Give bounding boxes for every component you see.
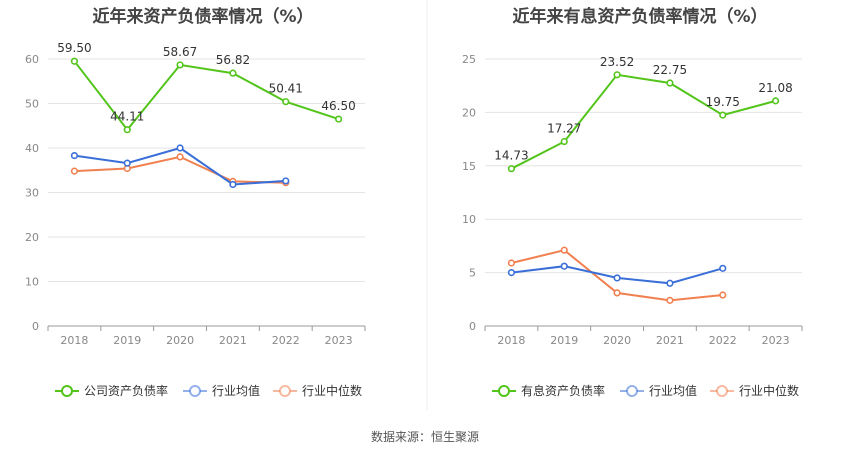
data-point: [507, 165, 516, 173]
data-point: [771, 97, 780, 105]
data-point: [282, 98, 290, 106]
data-point: [719, 291, 727, 299]
data-point: [229, 69, 237, 77]
series-line: [510, 73, 776, 170]
data-point: [719, 111, 727, 119]
x-tick-label: 2018: [497, 334, 525, 347]
data-point: [70, 167, 79, 175]
data-point: [507, 269, 516, 277]
data-point: [282, 177, 290, 185]
data-point: [613, 71, 621, 79]
chart-title: 近年来有息资产负债率情况（%）: [512, 6, 767, 27]
legend-item: 行业均值: [183, 383, 260, 398]
data-point: [719, 264, 727, 272]
data-label: 56.82: [216, 53, 250, 67]
legend-item: 行业中位数: [273, 383, 362, 398]
y-tick-label: 15: [462, 160, 476, 173]
legend-label: 行业均值: [649, 383, 697, 398]
legend-marker: [279, 385, 291, 397]
legend-label: 行业中位数: [739, 383, 799, 398]
y-tick-label: 40: [25, 142, 39, 155]
data-point: [613, 289, 621, 297]
x-tick-label: 2020: [603, 334, 631, 347]
data-point: [666, 279, 674, 287]
data-label: 44.11: [110, 110, 144, 124]
data-point: [229, 180, 237, 189]
legend-marker: [716, 385, 728, 397]
y-tick-label: 10: [25, 276, 39, 289]
data-label: 14.73: [494, 149, 528, 163]
data-label: 22.75: [653, 63, 687, 77]
legend-label: 公司资产负债率: [84, 383, 168, 398]
data-label: 19.75: [706, 95, 740, 109]
data-source-note: 数据来源：恒生聚源: [370, 430, 479, 444]
legend-marker: [498, 385, 510, 397]
chart-2: 近年来有息资产负债率情况（%） 0 5 10 15 20 25 2018 2019 2020 202…: [462, 6, 803, 398]
y-tick-label: 60: [25, 53, 39, 66]
y-tick-label: 20: [25, 231, 39, 244]
data-point: [176, 61, 184, 69]
data-label: 23.52: [600, 55, 634, 69]
y-tick-label: 10: [462, 213, 476, 226]
data-label: 59.50: [57, 41, 91, 55]
y-tick-label: 25: [462, 53, 476, 66]
data-label: 17.27: [547, 122, 581, 136]
data-point: [123, 126, 131, 134]
legend-item: 有息资产负债率: [492, 383, 605, 398]
y-tick-label: 50: [25, 98, 39, 111]
data-point: [613, 274, 621, 282]
data-point: [507, 259, 516, 267]
x-tick-label: 2022: [709, 334, 737, 347]
data-point: [70, 57, 79, 65]
legend-item: 行业中位数: [710, 383, 799, 398]
x-tick-label: 2018: [60, 334, 88, 347]
legend-marker: [626, 385, 638, 397]
legend-marker: [189, 385, 201, 397]
data-point: [560, 262, 568, 270]
data-point: [666, 79, 674, 87]
legend-marker: [61, 385, 73, 397]
legend-label: 行业中位数: [302, 383, 362, 398]
x-tick-label: 2019: [113, 334, 141, 347]
data-point: [560, 137, 568, 146]
legend-label: 行业均值: [212, 383, 260, 398]
y-tick-label: 30: [25, 187, 39, 200]
data-point: [334, 115, 343, 123]
data-point: [123, 159, 131, 167]
y-tick-label: 20: [462, 106, 476, 119]
x-tick-label: 2019: [550, 334, 578, 347]
x-tick-label: 2023: [325, 334, 353, 347]
chart-title: 近年来资产负债率情况（%）: [92, 6, 313, 27]
legend-label: 有息资产负债率: [521, 383, 605, 398]
data-point: [666, 296, 674, 304]
data-label: 46.50: [321, 99, 355, 113]
legend-item: 公司资产负债率: [55, 383, 168, 398]
data-label: 50.41: [269, 82, 303, 96]
legend-item: 行业均值: [620, 383, 697, 398]
data-label: 21.08: [758, 81, 792, 95]
x-tick-label: 2020: [166, 334, 194, 347]
x-tick-label: 2022: [272, 334, 300, 347]
x-tick-label: 2023: [762, 334, 790, 347]
chart-1: 近年来资产负债率情况（%） 0 10 20 30 40 50 60 2018 2019 2020 20…: [25, 6, 366, 398]
y-tick-label: 0: [469, 320, 476, 333]
series-line: [73, 60, 339, 132]
y-tick-label: 0: [32, 320, 39, 333]
x-tick-label: 2021: [219, 334, 247, 347]
y-tick-label: 5: [469, 267, 476, 280]
data-point: [176, 153, 184, 161]
data-label: 58.67: [163, 45, 197, 59]
data-point: [176, 144, 184, 152]
data-point: [70, 151, 79, 160]
x-tick-label: 2021: [656, 334, 684, 347]
data-point: [560, 246, 568, 254]
